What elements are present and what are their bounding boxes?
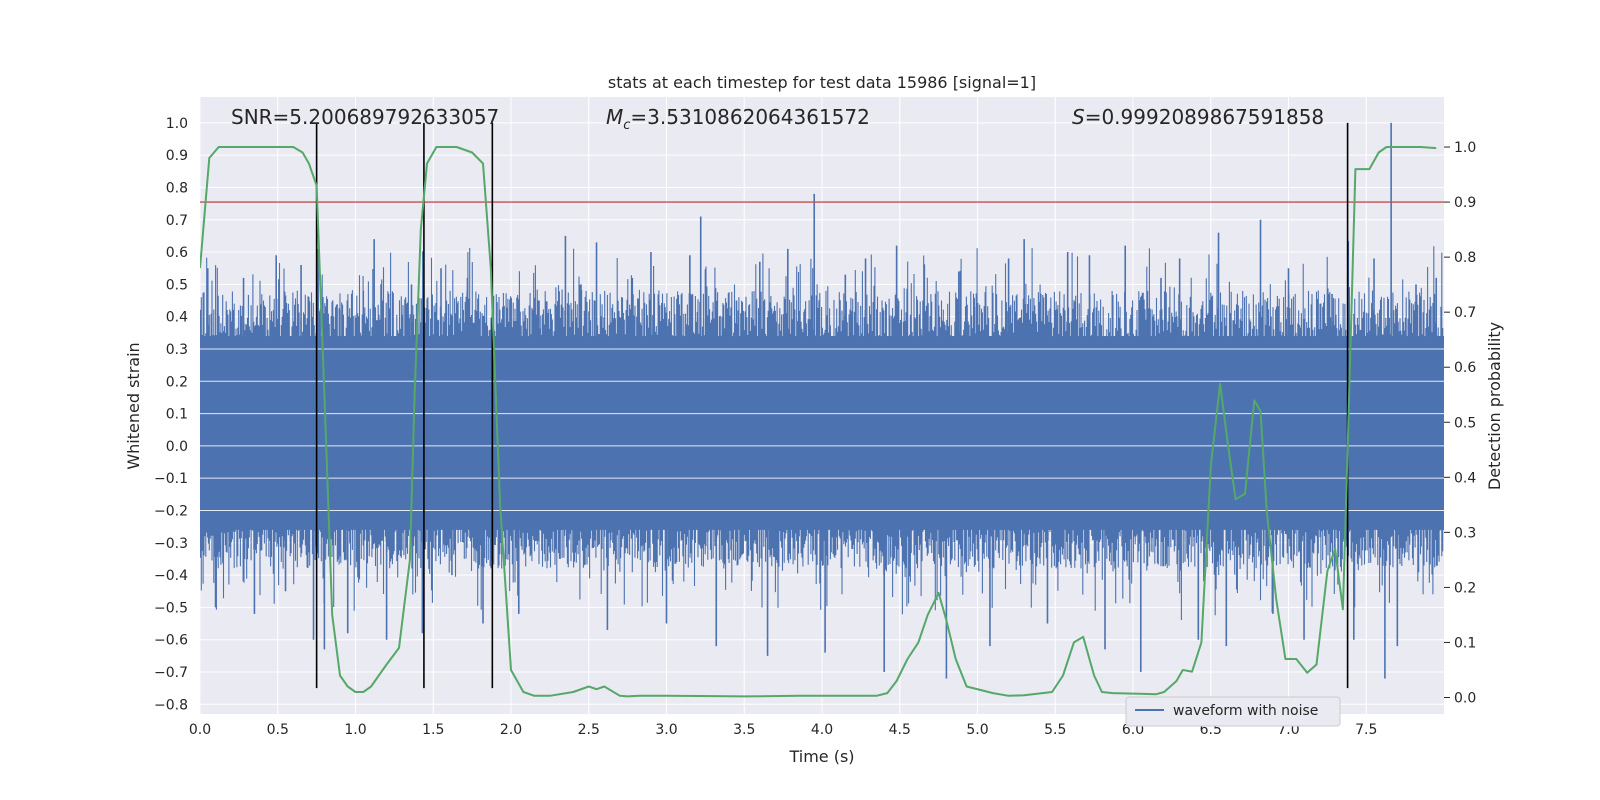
probability-line — [200, 146, 1437, 698]
score-symbol: S — [1072, 105, 1085, 129]
x-tick-label: 0.0 — [189, 722, 211, 738]
x-tick-label: 1.5 — [422, 722, 444, 738]
y-tick-label-left: −0.2 — [154, 503, 188, 519]
y-tick-label-right: 0.4 — [1454, 470, 1476, 486]
tick-labels: 0.0 0.5 1.0 1.5 2.0 2.5 3.0 3.5 4.0 4.5 5.0 5.5 6.0 6… — [154, 116, 1476, 738]
y-axis-label-right: Detection probability — [1485, 322, 1504, 490]
y-tick-label-left: −0.4 — [154, 568, 188, 584]
y-tick-label-left: 0.6 — [166, 245, 188, 261]
y-tick-label-left: 0.4 — [166, 310, 188, 326]
y-tick-label-left: −0.7 — [154, 665, 188, 681]
y-tick-label-left: 0.3 — [166, 342, 188, 358]
probability-series — [200, 146, 1437, 698]
y-tick-label-left: 1.0 — [166, 116, 188, 132]
x-tick-label: 0.5 — [267, 722, 289, 738]
x-tick-label: 3.0 — [655, 722, 677, 738]
y-tick-label-right: 1.0 — [1454, 140, 1476, 156]
y-tick-label-right: 0.0 — [1454, 690, 1476, 706]
y-tick-label-right: 0.6 — [1454, 360, 1476, 376]
score-annotation: S=0.9992089867591858 — [1072, 105, 1324, 129]
x-tick-label: 5.0 — [966, 722, 988, 738]
y-tick-label-right: 0.7 — [1454, 305, 1476, 321]
chirp-mass-annotation: Mc=3.5310862064361572 — [606, 105, 870, 133]
y-tick-label-left: 0.1 — [166, 407, 188, 423]
legend: waveform with noise — [1125, 696, 1341, 727]
x-tick-label: 2.5 — [578, 722, 600, 738]
legend-box — [1125, 696, 1341, 727]
x-tick-label: 5.5 — [1044, 722, 1066, 738]
chirp-mass-value: =3.5310862064361572 — [630, 105, 869, 129]
chirp-mass-symbol: M — [606, 105, 623, 129]
snr-annotation: SNR=5.200689792633057 — [231, 105, 499, 129]
x-tick-label: 3.5 — [733, 722, 755, 738]
y-tick-label-left: 0.9 — [166, 148, 188, 164]
y-tick-label-left: −0.5 — [154, 600, 188, 616]
chart-title: stats at each timestep for test data 159… — [608, 73, 1036, 92]
y-tick-label-left: −0.3 — [154, 536, 188, 552]
y-tick-label-right: 0.2 — [1454, 580, 1476, 596]
x-tick-label: 4.0 — [811, 722, 833, 738]
y-tick-label-right: 0.1 — [1454, 635, 1476, 651]
y-tick-label-left: 0.7 — [166, 213, 188, 229]
score-value: =0.9992089867591858 — [1085, 105, 1324, 129]
y-tick-label-left: −0.1 — [154, 471, 188, 487]
y-tick-label-right: 0.3 — [1454, 525, 1476, 541]
y-tick-label-left: −0.6 — [154, 633, 188, 649]
y-tick-label-left: 0.0 — [166, 439, 188, 455]
x-axis-label: Time (s) — [788, 747, 854, 766]
chirp-mass-subscript: c — [623, 118, 630, 133]
x-tick-label: 4.5 — [889, 722, 911, 738]
y-tick-label-left: 0.8 — [166, 180, 188, 196]
vertical-lines — [315, 122, 1349, 689]
legend-label-strain: waveform with noise — [1173, 703, 1318, 719]
y-tick-label-left: −0.8 — [154, 697, 188, 713]
y-tick-label-left: 0.5 — [166, 277, 188, 293]
y-tick-label-right: 0.8 — [1454, 250, 1476, 266]
y-tick-label-right: 0.5 — [1454, 415, 1476, 431]
x-tick-label: 1.0 — [344, 722, 366, 738]
y-axis-label-left: Whitened strain — [124, 342, 143, 469]
y-tick-label-right: 0.9 — [1454, 195, 1476, 211]
y-tick-label-left: 0.2 — [166, 374, 188, 390]
x-tick-label: 7.5 — [1355, 722, 1377, 738]
x-tick-label: 2.0 — [500, 722, 522, 738]
